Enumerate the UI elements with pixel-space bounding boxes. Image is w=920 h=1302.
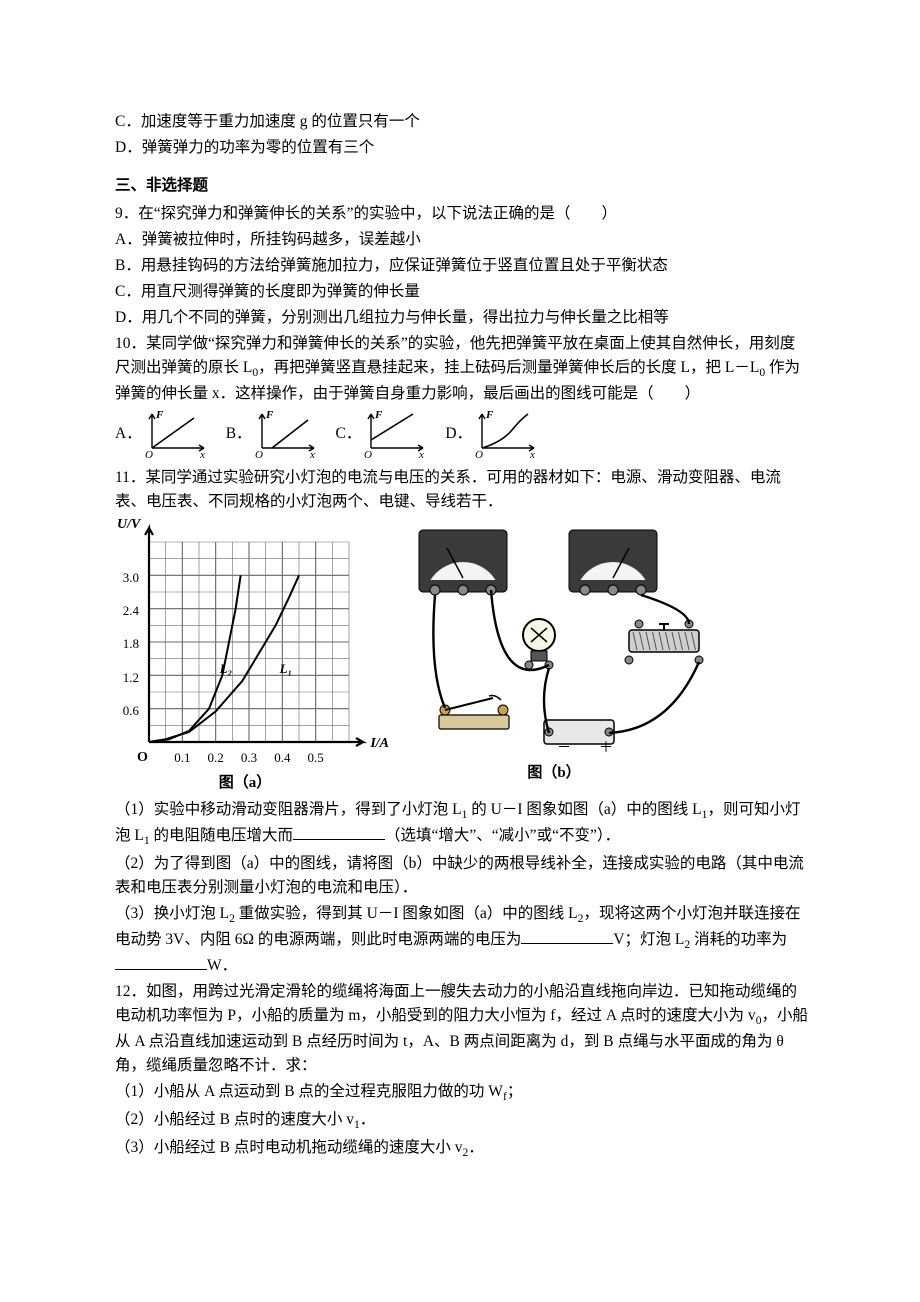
q9-stem: 9．在“探究弹力和弹簧伸长的关系”的实验中，以下说法正确的是（ ） <box>115 202 810 226</box>
q11-x-tick: 0.2 <box>204 748 228 768</box>
q11-y-tick: 1.2 <box>111 668 139 688</box>
q11-circuit-diagram: －＋ <box>389 520 719 760</box>
svg-text:x: x <box>418 449 424 460</box>
q11-fig-b-label: 图（b） <box>389 762 719 785</box>
svg-text:F: F <box>374 409 383 421</box>
prev-question-option-c: C．加速度等于重力加速度 g 的位置只有一个 <box>115 110 810 134</box>
q11-p3-e: 消耗的功率为 <box>690 931 787 948</box>
q11-p3-f: W． <box>207 957 237 974</box>
q11-x-tick: 0.3 <box>237 748 261 768</box>
q12-p1-a: （1）小船从 A 点运动到 B 点的全过程克服阻力做的功 W <box>115 1083 503 1100</box>
q10-mini-graph: Fx O <box>472 408 540 460</box>
q11-y-tick: 2.4 <box>111 601 139 621</box>
q12-part2: （2）小船经过 B 点时的速度大小 v1． <box>115 1108 810 1134</box>
q11-p3-d: V；灯泡 L <box>613 931 684 948</box>
q11-y-axis-label: U/V <box>117 514 140 536</box>
q9-option-c: C．用直尺测得弹簧的长度即为弹簧的伸长量 <box>115 280 810 304</box>
svg-text:－: － <box>557 741 571 756</box>
svg-text:＋: ＋ <box>599 741 613 756</box>
prev-question-option-d: D．弹簧弹力的功率为零的位置有三个 <box>115 136 810 160</box>
q11-curve-l1-label: L₁ <box>280 659 292 679</box>
q12-part1: （1）小船从 A 点运动到 B 点的全过程克服阻力做的功 Wf； <box>115 1080 810 1106</box>
q11-stem: 11．某同学通过实验研究小灯泡的电流与电压的关系．可用的器材如下：电源、滑动变阻… <box>115 466 810 514</box>
q11-x-tick: 0.1 <box>170 748 194 768</box>
q9-option-d: D．用几个不同的弹簧，分别测出几组拉力与伸长量，得出拉力与伸长量之比相等 <box>115 306 810 330</box>
q12-p1-b: ； <box>507 1083 523 1100</box>
q11-origin-label: O <box>137 747 148 769</box>
q12-p3-a: （3）小船经过 B 点时电动机拖动缆绳的速度大小 v <box>115 1139 462 1156</box>
svg-text:O: O <box>255 449 263 460</box>
q9-option-b: B．用悬挂钩码的方法给弹簧施加拉力，应保证弹簧位于竖直位置且处于平衡状态 <box>115 254 810 278</box>
q10-mini-graph: Fx O <box>361 408 429 460</box>
q11-y-tick: 0.6 <box>111 701 139 721</box>
q11-figures-row: U/V I/A O L₂L₁0.61.21.82.43.00.10.20.30.… <box>115 520 810 795</box>
q10-option-label: D． <box>445 422 472 446</box>
q12-p3-b: ． <box>468 1139 484 1156</box>
q11-part3: （3）换小灯泡 L2 重做实验，得到其 U－I 图象如图（a）中的图线 L2，现… <box>115 902 810 978</box>
q11-p3-b: 重做实验，得到其 U－I 图象如图（a）中的图线 L <box>235 905 578 922</box>
svg-text:x: x <box>529 449 535 460</box>
q11-part2: （2）为了得到图（a）中的图线，请将图（b）中缺少的两根导线补全，连接成实验的电… <box>115 852 810 900</box>
q11-curve-l2-label: L₂ <box>220 659 232 679</box>
svg-text:O: O <box>145 449 153 460</box>
q11-figure-a-col: U/V I/A O L₂L₁0.61.21.82.43.00.10.20.30.… <box>115 520 375 795</box>
q11-x-tick: 0.4 <box>270 748 294 768</box>
q9-option-a: A．弹簧被拉伸时，所挂钩码越多，误差越小 <box>115 228 810 252</box>
svg-text:F: F <box>485 409 494 421</box>
q11-y-tick: 3.0 <box>111 568 139 588</box>
q10-option-label: B． <box>226 422 252 446</box>
q11-p1-b: 的 U－I 图象如图（a）中的图线 L <box>467 801 701 818</box>
exam-page: C．加速度等于重力加速度 g 的位置只有一个 D．弹簧弹力的功率为零的位置有三个… <box>0 0 920 1302</box>
q10-mini-graph: Fx O <box>142 408 210 460</box>
section-3-title: 三、非选择题 <box>115 174 810 198</box>
q11-p1-e: （选填“增大”、“减小”或“不变”）． <box>385 827 620 844</box>
svg-text:x: x <box>309 449 315 460</box>
svg-text:x: x <box>199 449 205 460</box>
q10-stem-part2: ，再把弹簧竖直悬挂起来，挂上砝码后测量弹簧伸长后的长度 L，把 L－L <box>258 359 759 376</box>
q11-x-tick: 0.5 <box>304 748 328 768</box>
q11-ui-svg <box>115 520 375 770</box>
q12-part3: （3）小船经过 B 点时电动机拖动缆绳的速度大小 v2． <box>115 1136 810 1162</box>
q12-stem: 12．如图，用跨过光滑定滑轮的缆绳将海面上一艘失去动力的小船沿直线拖向岸边．已知… <box>115 980 810 1078</box>
q10-option-label: C． <box>336 422 362 446</box>
q11-y-tick: 1.8 <box>111 634 139 654</box>
q11-part1: （1）实验中移动滑动变阻器滑片，得到了小灯泡 L1 的 U－I 图象如图（a）中… <box>115 798 810 850</box>
svg-text:F: F <box>265 409 274 421</box>
svg-text:F: F <box>155 409 164 421</box>
q11-p1-a: （1）实验中移动滑动变阻器滑片，得到了小灯泡 L <box>115 801 462 818</box>
q12-p2-b: ． <box>360 1111 376 1128</box>
q11-figure-b-col: －＋ 图（b） <box>389 520 719 785</box>
svg-text:O: O <box>364 449 372 460</box>
q10-mini-graph: Fx O <box>252 408 320 460</box>
svg-text:O: O <box>475 449 483 460</box>
q10-options-row: A．FxOB．FxOC．FxOD．FxO <box>115 408 810 460</box>
q10-option-label: A． <box>115 422 142 446</box>
q11-p1-blank[interactable] <box>293 825 385 840</box>
q11-p3-blank2[interactable] <box>115 955 207 970</box>
q11-x-axis-label: I/A <box>370 733 389 755</box>
q11-ui-chart: U/V I/A O L₂L₁0.61.21.82.43.00.10.20.30.… <box>115 520 375 770</box>
q12-p2-a: （2）小船经过 B 点时的速度大小 v <box>115 1111 354 1128</box>
q11-circuit-svg: －＋ <box>389 520 719 760</box>
q12-stem-a: 12．如图，用跨过光滑定滑轮的缆绳将海面上一艘失去动力的小船沿直线拖向岸边．已知… <box>115 983 797 1024</box>
q11-fig-a-label: 图（a） <box>115 772 375 795</box>
q11-p1-d: 的电阻随电压增大而 <box>150 827 293 844</box>
q11-p3-a: （3）换小灯泡 L <box>115 905 229 922</box>
q10-stem: 10．某同学做“探究弹力和弹簧伸长的关系”的实验，他先把弹簧平放在桌面上使其自然… <box>115 332 810 406</box>
q11-p3-blank1[interactable] <box>521 929 613 944</box>
